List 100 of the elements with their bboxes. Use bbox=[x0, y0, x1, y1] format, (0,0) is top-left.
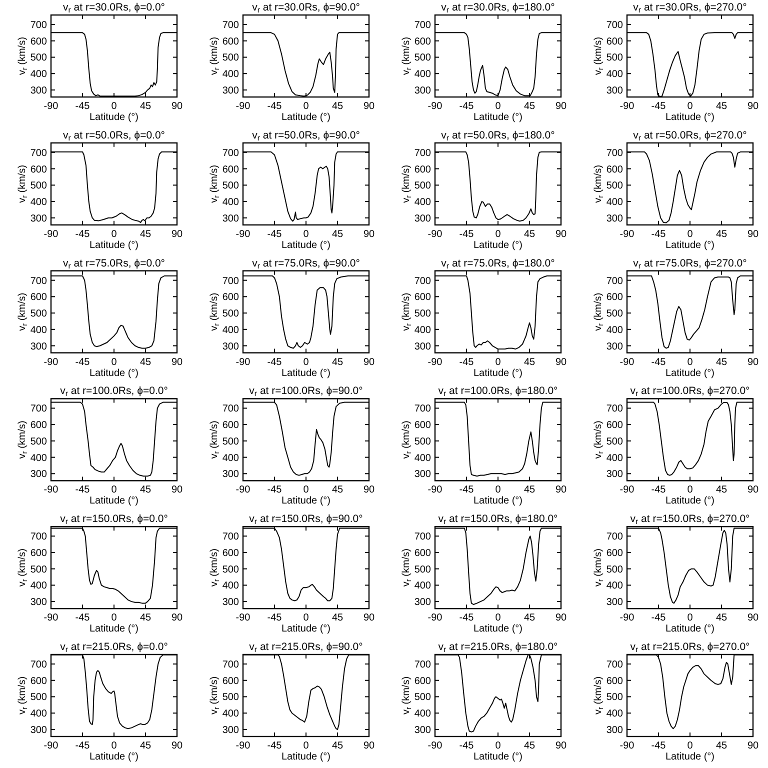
y-tick-label: 700 bbox=[414, 532, 432, 543]
y-tick-label: 500 bbox=[606, 692, 624, 704]
y-tick-label: 600 bbox=[30, 548, 48, 559]
x-tick-label: 0 bbox=[111, 740, 118, 752]
x-tick-label: 0 bbox=[495, 228, 502, 240]
y-tick-label: 400 bbox=[414, 196, 432, 208]
x-tick-label: 45 bbox=[524, 101, 536, 112]
x-tick-label: 45 bbox=[332, 612, 344, 624]
y-tick-label: 500 bbox=[30, 564, 48, 576]
x-tick-label: 0 bbox=[687, 740, 694, 752]
chart-title: v$_{r}$ at r=30.0Rs, ϕ=0.0° bbox=[62, 2, 166, 14]
y-tick-label: 700 bbox=[30, 148, 48, 159]
x-tick-label: -90 bbox=[620, 484, 635, 496]
y-tick-label: 300 bbox=[414, 469, 432, 480]
x-tick-label: 0 bbox=[495, 612, 502, 624]
y-tick-label: 500 bbox=[414, 308, 432, 320]
x-axis-title: Latitude (°) bbox=[473, 752, 523, 762]
x-tick-label: -45 bbox=[267, 228, 282, 240]
y-tick-label: 300 bbox=[606, 469, 624, 480]
y-tick-label: 300 bbox=[222, 85, 240, 96]
y-tick-label: 400 bbox=[222, 196, 240, 208]
x-tick-label: -90 bbox=[428, 356, 443, 368]
x-tick-label: 90 bbox=[363, 356, 375, 368]
y-tick-label: 300 bbox=[30, 85, 48, 96]
x-tick-label: 0 bbox=[111, 356, 118, 368]
chart-title: v$_{r}$ at r=50.0Rs, ϕ=0.0° bbox=[62, 129, 166, 142]
y-tick-label: 600 bbox=[30, 292, 48, 304]
y-tick-label: 400 bbox=[414, 69, 432, 80]
y-tick-label: 400 bbox=[222, 69, 240, 80]
x-tick-label: 45 bbox=[140, 356, 152, 368]
y-tick-label: 300 bbox=[30, 213, 48, 224]
x-tick-label: 45 bbox=[332, 484, 344, 496]
y-tick-label: 500 bbox=[606, 52, 624, 64]
x-tick-label: -45 bbox=[267, 740, 282, 752]
y-tick-label: 500 bbox=[606, 564, 624, 576]
y-tick-label: 400 bbox=[30, 708, 48, 720]
x-axis-title: Latitude (°) bbox=[665, 624, 715, 635]
x-tick-label: 45 bbox=[524, 228, 536, 240]
y-tick-label: 400 bbox=[30, 324, 48, 336]
x-tick-label: 45 bbox=[716, 740, 728, 752]
x-tick-label: -45 bbox=[459, 740, 474, 752]
y-tick-label: 700 bbox=[30, 659, 48, 670]
x-axis-title: Latitude (°) bbox=[281, 240, 331, 251]
y-tick-label: 700 bbox=[30, 404, 48, 415]
y-tick-label: 400 bbox=[414, 580, 432, 592]
x-tick-label: -45 bbox=[651, 612, 666, 624]
x-tick-label: -45 bbox=[267, 612, 282, 624]
x-tick-label: 90 bbox=[171, 740, 183, 752]
x-tick-label: -90 bbox=[428, 228, 443, 240]
x-tick-label: 45 bbox=[140, 612, 152, 624]
x-tick-label: -90 bbox=[44, 612, 59, 624]
x-tick-label: -90 bbox=[44, 356, 59, 368]
y-tick-label: 300 bbox=[414, 85, 432, 96]
y-tick-label: 300 bbox=[606, 724, 624, 736]
x-axis-title: Latitude (°) bbox=[665, 368, 715, 379]
chart-title: v$_{r}$ at r=215.0Rs, ϕ=180.0° bbox=[438, 641, 558, 654]
x-tick-label: 45 bbox=[524, 740, 536, 752]
y-tick-label: 700 bbox=[222, 276, 240, 287]
x-tick-label: 45 bbox=[140, 484, 152, 496]
y-tick-label: 400 bbox=[414, 452, 432, 464]
y-tick-label: 600 bbox=[606, 164, 624, 176]
y-tick-label: 300 bbox=[414, 724, 432, 736]
x-tick-label: -45 bbox=[75, 356, 90, 368]
y-tick-label: 700 bbox=[606, 148, 624, 159]
y-tick-label: 500 bbox=[606, 180, 624, 192]
x-axis-title: Latitude (°) bbox=[281, 752, 331, 762]
y-tick-label: 600 bbox=[30, 420, 48, 432]
chart-title: v$_{r}$ at r=30.0Rs, ϕ=180.0° bbox=[441, 2, 555, 14]
y-tick-label: 400 bbox=[414, 708, 432, 720]
y-tick-label: 600 bbox=[414, 164, 432, 176]
x-axis-title: Latitude (°) bbox=[89, 368, 139, 379]
y-tick-label: 600 bbox=[30, 676, 48, 687]
y-tick-label: 500 bbox=[414, 180, 432, 192]
x-tick-label: 0 bbox=[687, 484, 694, 496]
y-tick-label: 700 bbox=[222, 404, 240, 415]
x-axis-title: Latitude (°) bbox=[665, 240, 715, 251]
x-tick-label: 0 bbox=[303, 612, 310, 624]
y-tick-label: 500 bbox=[222, 564, 240, 576]
x-axis-title: Latitude (°) bbox=[473, 112, 523, 123]
x-tick-label: 90 bbox=[747, 612, 759, 624]
x-tick-label: 90 bbox=[747, 356, 759, 368]
y-tick-label: 700 bbox=[606, 659, 624, 670]
x-tick-label: 45 bbox=[716, 356, 728, 368]
y-tick-label: 600 bbox=[222, 420, 240, 432]
y-tick-label: 300 bbox=[606, 213, 624, 224]
x-tick-label: 90 bbox=[555, 612, 567, 624]
x-tick-label: -90 bbox=[236, 484, 251, 496]
x-tick-label: -90 bbox=[236, 228, 251, 240]
x-tick-label: 0 bbox=[495, 101, 502, 112]
x-tick-label: 90 bbox=[171, 228, 183, 240]
x-tick-label: -90 bbox=[428, 612, 443, 624]
x-tick-label: 90 bbox=[747, 228, 759, 240]
y-tick-label: 700 bbox=[30, 532, 48, 543]
chart-title: v$_{r}$ at r=75.0Rs, ϕ=0.0° bbox=[62, 257, 166, 270]
x-tick-label: -45 bbox=[267, 101, 282, 112]
y-tick-label: 400 bbox=[30, 196, 48, 208]
x-tick-label: 45 bbox=[140, 740, 152, 752]
y-tick-label: 500 bbox=[414, 692, 432, 704]
y-tick-label: 700 bbox=[606, 404, 624, 415]
x-tick-label: 45 bbox=[332, 101, 344, 112]
